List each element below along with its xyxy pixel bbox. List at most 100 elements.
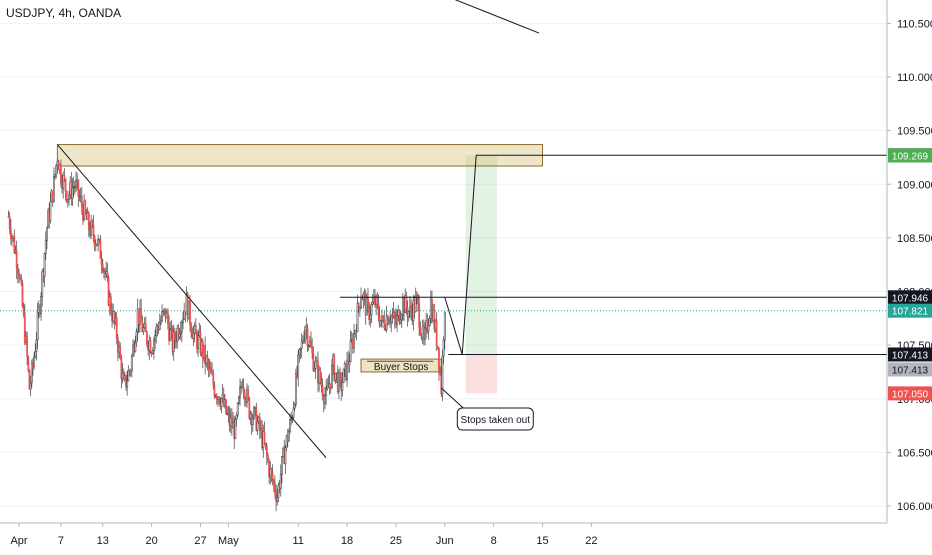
candle-body (149, 340, 152, 354)
candle-body (169, 329, 172, 341)
candle-body (414, 297, 417, 313)
time-axis[interactable]: Apr 7 13 20 27 May 11 18 25 Jun 8 15 22 (0, 522, 887, 547)
candle-body (382, 315, 385, 321)
candle-body (225, 399, 227, 414)
candle-body (243, 391, 246, 401)
time-tick-label: 25 (390, 535, 402, 547)
candle-body (20, 278, 23, 284)
candle-body (334, 373, 337, 381)
candle-body (46, 227, 48, 241)
candle-body (311, 346, 314, 354)
candle-body (99, 238, 102, 260)
candle-body (253, 407, 255, 419)
price-tick-label: 110.000 (897, 72, 932, 84)
candle-body (90, 220, 93, 236)
candle-body (407, 311, 410, 317)
candle-body (179, 331, 182, 334)
candle-body (303, 339, 305, 342)
candle-body (116, 337, 119, 353)
candle-body (313, 368, 316, 371)
candle-body (172, 331, 175, 352)
candle-body (158, 322, 161, 330)
candle-body (59, 164, 62, 184)
candle-body (297, 354, 300, 377)
price-tag: 109.269 (892, 151, 929, 162)
level-tag: 107.413 (892, 350, 929, 361)
candle-body (73, 185, 76, 188)
time-tick-label: 20 (145, 535, 157, 547)
time-tick-label: May (218, 535, 239, 547)
candle-body (320, 381, 323, 387)
time-tick-label: 22 (585, 535, 597, 547)
price-axis[interactable]: 106.000106.500107.000107.500108.000108.5… (886, 0, 932, 523)
candle-body (424, 327, 426, 340)
candle-body (161, 311, 163, 321)
level-tag: 107.946 (892, 293, 929, 304)
candle-body (433, 309, 436, 330)
candle-body (284, 447, 287, 465)
candle-body (134, 342, 137, 352)
candle-body (8, 216, 11, 229)
candle-body (115, 317, 118, 339)
candle-body (213, 384, 216, 397)
candle-body (190, 324, 193, 333)
candle-body (189, 300, 191, 326)
candle-body (324, 395, 326, 404)
price-tag-bg (888, 148, 932, 163)
candle-body (290, 418, 293, 421)
candle-body (211, 372, 214, 375)
candle-body (275, 492, 277, 502)
candle-body (151, 350, 154, 354)
grid-lines (0, 22, 887, 507)
candle-body (338, 372, 340, 392)
candle-body (92, 224, 95, 237)
candle-body (441, 355, 444, 395)
candle-body (80, 195, 83, 208)
candle-body (167, 312, 169, 325)
candle-body (264, 442, 267, 447)
candle-body (26, 335, 29, 358)
candle-body (368, 304, 371, 320)
candle-body (356, 303, 359, 332)
candle-body (369, 314, 372, 320)
candle-body (287, 430, 290, 442)
candle-body (236, 402, 239, 416)
candle-body (16, 268, 19, 274)
time-tick-label: 13 (97, 535, 109, 547)
candle-body (91, 220, 94, 226)
candle-body (77, 179, 80, 197)
candle-body (28, 369, 31, 390)
candle-body (371, 301, 374, 305)
time-tick-label: 8 (491, 535, 497, 547)
candle-body (348, 361, 351, 366)
time-tick-label: Jun (436, 535, 454, 547)
candle-body (276, 497, 279, 502)
trendline-lower (57, 144, 327, 459)
candle-body (87, 212, 90, 231)
time-tick-label: 11 (292, 535, 303, 547)
candle-body (40, 296, 43, 314)
price-tag-bg (888, 303, 932, 318)
candle-body (43, 253, 46, 277)
candle-body (272, 480, 275, 484)
candle-body (339, 372, 341, 379)
candle-body (427, 325, 430, 332)
candle-body (418, 303, 421, 329)
candle-body (294, 373, 297, 405)
candle-body (325, 388, 328, 396)
candle-body (438, 347, 440, 371)
candle-body (162, 310, 165, 313)
candle-body (113, 311, 116, 322)
candles (7, 158, 446, 512)
candle-body (279, 474, 282, 490)
candle-body (305, 326, 308, 330)
candle-body (370, 304, 373, 316)
time-tick-label: 15 (536, 535, 548, 547)
candle-body (23, 313, 26, 343)
annotation-text: Stops taken out (461, 415, 531, 426)
candle-body (357, 303, 360, 307)
candle-body (277, 484, 280, 498)
candle-body (300, 340, 303, 349)
candle-body (33, 356, 36, 367)
